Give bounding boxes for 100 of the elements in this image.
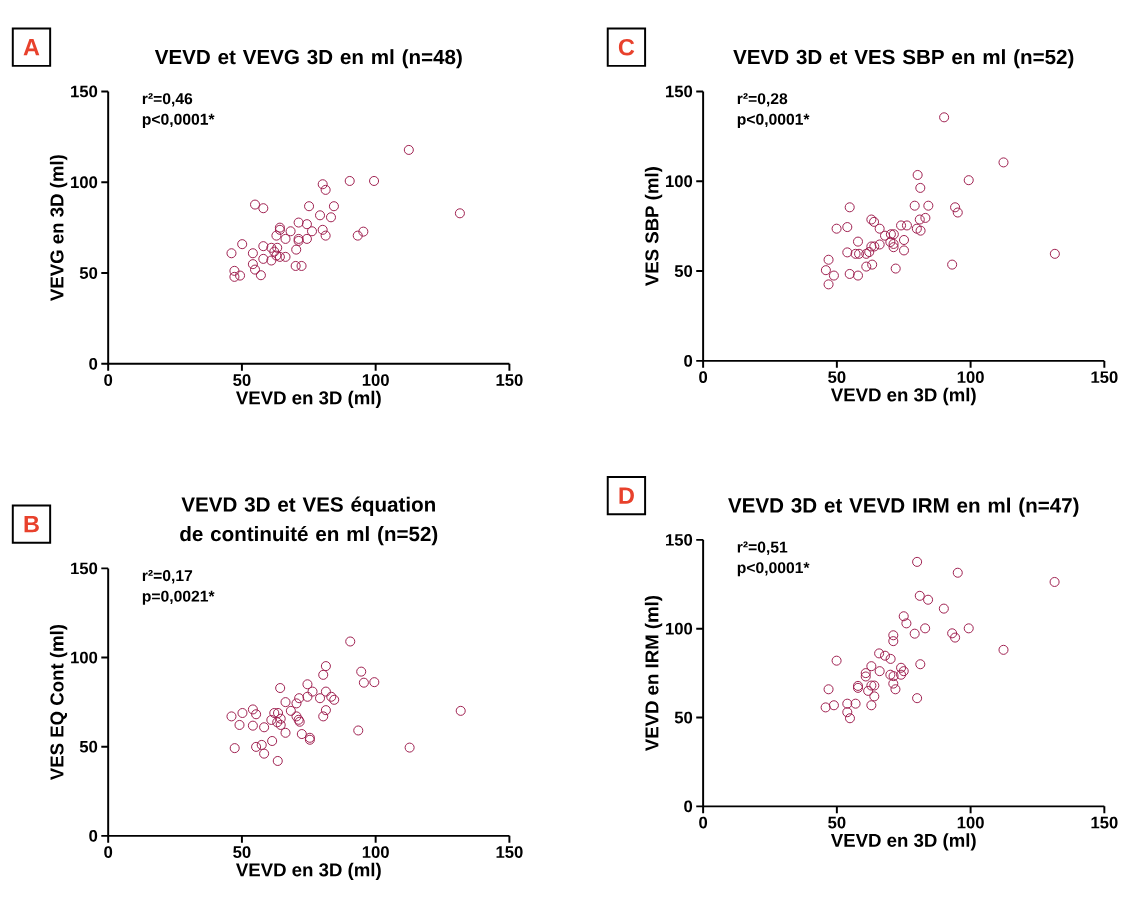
- x-tick-label: 150: [496, 374, 523, 387]
- y-tick-label: 50: [674, 711, 693, 724]
- point: [823, 279, 834, 290]
- point: [280, 233, 291, 245]
- y-tick-label: 0: [684, 355, 693, 367]
- x-tick-label: 0: [104, 374, 113, 387]
- point: [828, 270, 839, 281]
- point: [247, 259, 258, 270]
- y-axis-title: VES SBP (ml): [644, 167, 663, 287]
- y-tick-label: 100: [666, 175, 693, 188]
- point: [235, 270, 246, 281]
- point: [901, 618, 912, 629]
- point: [947, 628, 958, 639]
- point: [315, 693, 326, 704]
- point: [226, 248, 237, 259]
- point: [273, 708, 284, 719]
- x-axis-title: VEVD en 3D (ml): [830, 387, 976, 406]
- point: [952, 207, 963, 218]
- point: [358, 226, 369, 237]
- point: [256, 740, 267, 751]
- point: [251, 709, 262, 720]
- point: [302, 679, 313, 690]
- chart-title: VEVD 3D et VES SBP en ml (n=52): [733, 49, 1074, 69]
- point: [915, 659, 926, 670]
- point: [345, 636, 356, 647]
- y-tick-label: 0: [89, 830, 98, 842]
- point: [912, 170, 923, 181]
- point: [302, 691, 313, 702]
- point: [844, 713, 855, 724]
- annotation: r²=0,51: [737, 541, 788, 556]
- point: [317, 179, 328, 190]
- point: [842, 222, 853, 233]
- point: [353, 725, 364, 736]
- point: [888, 636, 899, 647]
- point: [404, 742, 415, 753]
- point: [898, 245, 910, 256]
- point: [325, 212, 336, 223]
- y-tick-label: 100: [71, 176, 98, 189]
- x-tick-label: 100: [362, 374, 389, 387]
- point: [852, 270, 863, 281]
- point: [952, 567, 963, 578]
- point: [275, 683, 286, 694]
- point: [320, 661, 331, 672]
- x-tick-label: 100: [957, 816, 984, 829]
- point: [890, 263, 901, 274]
- point: [923, 594, 934, 605]
- y-tick-label: 0: [684, 800, 693, 813]
- x-tick-label: 50: [233, 374, 251, 387]
- point: [301, 233, 312, 245]
- point: [963, 623, 974, 634]
- point: [237, 239, 248, 250]
- point: [259, 748, 270, 759]
- point: [842, 698, 853, 709]
- point: [863, 685, 874, 696]
- annotation: p=0,0021*: [142, 590, 215, 605]
- point: [831, 223, 842, 234]
- point: [866, 661, 877, 672]
- point: [328, 201, 339, 212]
- point: [320, 705, 331, 716]
- y-tick-label: 50: [79, 740, 98, 753]
- point: [867, 259, 878, 270]
- point: [874, 223, 885, 234]
- point: [271, 230, 282, 241]
- x-tick-label: 50: [828, 371, 846, 384]
- point: [306, 226, 318, 237]
- point: [320, 184, 331, 195]
- point: [888, 630, 899, 641]
- point: [854, 248, 865, 259]
- point: [229, 271, 240, 282]
- point: [820, 702, 831, 713]
- annotation: p<0,0001*: [737, 113, 810, 128]
- point: [950, 632, 961, 643]
- x-tick-label: 150: [1091, 816, 1118, 829]
- point: [369, 677, 380, 688]
- point: [269, 246, 280, 257]
- chart-title: VEVD et VEVG 3D en ml (n=48): [154, 49, 462, 69]
- y-tick-label: 150: [71, 562, 98, 575]
- point: [950, 202, 961, 213]
- point: [356, 666, 367, 677]
- point: [369, 176, 380, 187]
- point: [823, 254, 834, 265]
- point: [947, 259, 958, 270]
- point: [229, 743, 240, 754]
- point: [294, 693, 305, 704]
- y-tick-label: 150: [666, 534, 693, 546]
- x-tick-label: 0: [699, 816, 708, 829]
- point: [258, 253, 269, 264]
- point: [850, 248, 861, 259]
- point: [879, 650, 891, 661]
- point: [315, 210, 326, 221]
- point: [455, 705, 466, 716]
- point: [896, 662, 907, 673]
- point: [823, 684, 834, 695]
- point: [280, 697, 291, 708]
- point: [890, 684, 901, 695]
- point: [879, 230, 891, 241]
- point: [358, 677, 369, 688]
- point: [317, 224, 328, 235]
- point: [267, 736, 278, 747]
- x-axis-title: VEVD en 3D (ml): [235, 390, 381, 409]
